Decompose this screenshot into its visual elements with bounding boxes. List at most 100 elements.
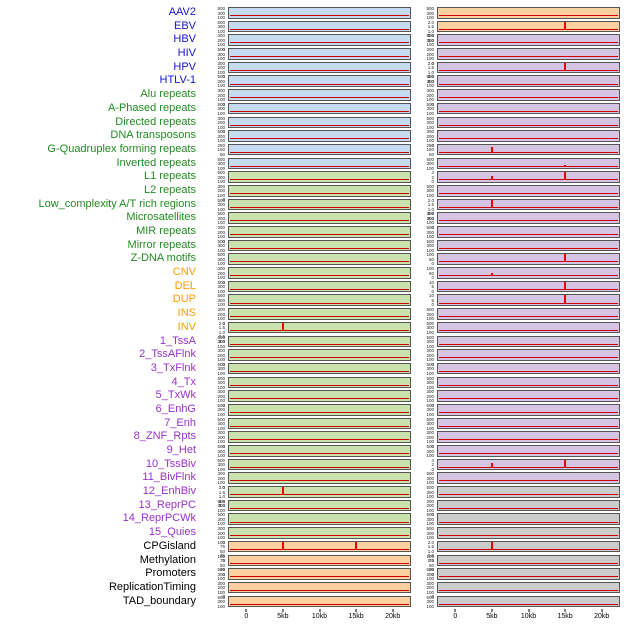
signal-baseline [230,384,409,386]
y-tick-label: 0.0 [427,78,434,84]
y-tick-label: 75 [428,558,434,563]
signal-baseline [230,42,409,44]
signal-baseline [439,179,618,181]
panel-plot-left [228,581,411,594]
y-tick-label: 100 [426,507,434,513]
y-tick-label: 300 [426,489,434,495]
y-tick-label: 200 [426,434,434,440]
signal-baseline [230,548,409,550]
y-tick-label: 300 [217,10,225,16]
signal-baseline [230,179,409,181]
y-axis-ticks: 500 300 100 [202,417,228,431]
track-row: 6_EnhG 500 300 100 500 300 100 [0,403,630,417]
y-tick-label: 100 [217,28,225,34]
y-axis-ticks: 500 300 100 [411,485,437,499]
row-label: L2 repeats [144,183,196,196]
y-tick-label: 0 [431,571,434,577]
track-row: Directed repeats 300 200 100 0 500 300 100 [0,116,630,134]
y-tick-label: 50 [219,562,225,568]
y-tick-label: 200 [217,311,225,317]
signal-baseline [439,302,618,304]
y-tick-label: 50 [428,151,434,157]
panel-plot-right [437,445,620,457]
panel-plot-left [228,499,411,512]
y-tick-label: 300 [426,421,434,427]
panel-plot-right [437,349,620,361]
track-row: INV 2.0 1.5 1.0 0.5 0.0 500 300 100 [0,321,630,343]
y-tick-label: 300 [217,133,225,139]
row-label: Inverted repeats [116,156,197,169]
panel-plot-left [228,130,411,142]
y-axis-ticks: 300 200 100 0 [411,47,437,66]
y-tick-label: 0 [431,402,434,408]
y-axis-ticks: 500 300 100 [411,321,437,335]
y-tick-label: 300 [426,78,434,84]
x-axis-tick-label: 5kb [277,613,289,621]
panel-plot-left [228,458,411,471]
y-tick-label: 50 [219,151,225,157]
y-tick-label: 100 [217,69,225,75]
y-axis-ticks: 500 300 100 [411,184,437,198]
y-tick-label: 100 [217,206,225,212]
y-tick-label: 2.0 [427,197,434,203]
y-axis-ticks: 500 300 100 [411,567,437,581]
y-tick-label: 200 [426,133,434,139]
signal-baseline [230,165,409,167]
panel-plot-left [228,513,411,526]
row-label: ReplicationTiming [108,580,196,593]
y-tick-label: 100 [217,220,225,226]
y-tick-label: 300 [217,580,225,586]
signal-baseline [230,206,409,208]
panel-plot-right [437,226,620,238]
y-tick-label: 100 [217,15,225,20]
y-axis-ticks: 500 300 100 [411,362,437,376]
y-axis-ticks: 2.0 1.5 1.0 0.5 0.0 [411,20,437,42]
signal-baseline [230,220,409,222]
y-tick-label: 100 [426,42,434,48]
signal-baseline [230,56,409,58]
y-tick-label: 500 [426,33,434,39]
panel-plot-right [437,595,620,608]
y-tick-label: 100 [426,370,434,376]
y-tick-label: 100 [217,124,225,130]
y-axis-ticks: 500 300 100 [202,252,228,266]
signal-baseline [230,247,409,249]
panel-plot-right [437,48,620,60]
signal-spike [563,172,566,181]
y-tick-label: 500 [426,471,434,477]
track-row: Methylation 100 75 50 25 0 100 75 50 25 0 [0,554,630,576]
signal-baseline [230,507,409,509]
y-tick-label: 0 [431,361,434,367]
panel-plot-right [437,184,620,197]
y-tick-label: 500 [217,567,225,573]
x-axis-tick-mark [282,609,284,613]
panel-plot-left [228,212,411,224]
signal-baseline [230,535,409,537]
track-row: 4_Tx 500 300 100 500 300 100 [0,376,630,390]
y-tick-label: 500 [426,183,434,189]
y-axis-ticks: 500 300 100 [411,444,437,458]
y-tick-label: 500 [217,498,225,504]
signal-baseline [439,453,618,455]
y-tick-label: 100 [426,398,434,404]
row-label: HBV [173,33,196,46]
signal-baseline [230,562,409,564]
panel-plot-right [437,540,620,553]
y-tick-label: 500 [426,6,434,11]
track-row: DUP 500 300 100 10 5 0 [0,293,630,307]
signal-spike [491,273,494,277]
y-tick-label: 0 [431,224,434,230]
y-tick-label: 0.5 [427,33,434,39]
signal-baseline [230,521,409,523]
y-axis-ticks: 300 200 100 0 [411,88,437,107]
y-axis-ticks: 300 200 100 0 [411,211,437,230]
y-tick-label: 200 [217,65,225,71]
panel-plot-left [228,554,411,567]
panel-plot-left [228,198,411,211]
y-tick-label: 500 [426,74,434,80]
y-tick-label: 300 [217,421,225,427]
y-axis-ticks: 300 200 100 0 [202,389,228,408]
signal-baseline [439,193,618,195]
y-axis-ticks: 300 200 100 0 [202,430,228,449]
y-axis-ticks: 500 300 100 [202,280,228,294]
